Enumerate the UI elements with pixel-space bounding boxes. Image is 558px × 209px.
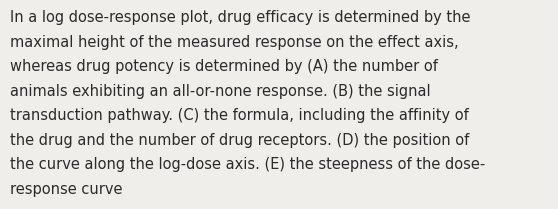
Text: response curve: response curve — [10, 182, 123, 197]
Text: animals exhibiting an all-or-none response. (B) the signal: animals exhibiting an all-or-none respon… — [10, 84, 431, 99]
Text: whereas drug potency is determined by (A) the number of: whereas drug potency is determined by (A… — [10, 59, 438, 74]
Text: maximal height of the measured response on the effect axis,: maximal height of the measured response … — [10, 35, 459, 50]
Text: the curve along the log-dose axis. (E) the steepness of the dose-: the curve along the log-dose axis. (E) t… — [10, 157, 485, 172]
Text: In a log dose-response plot, drug efficacy is determined by the: In a log dose-response plot, drug effica… — [10, 10, 470, 25]
Text: the drug and the number of drug receptors. (D) the position of: the drug and the number of drug receptor… — [10, 133, 469, 148]
Text: transduction pathway. (C) the formula, including the affinity of: transduction pathway. (C) the formula, i… — [10, 108, 469, 123]
